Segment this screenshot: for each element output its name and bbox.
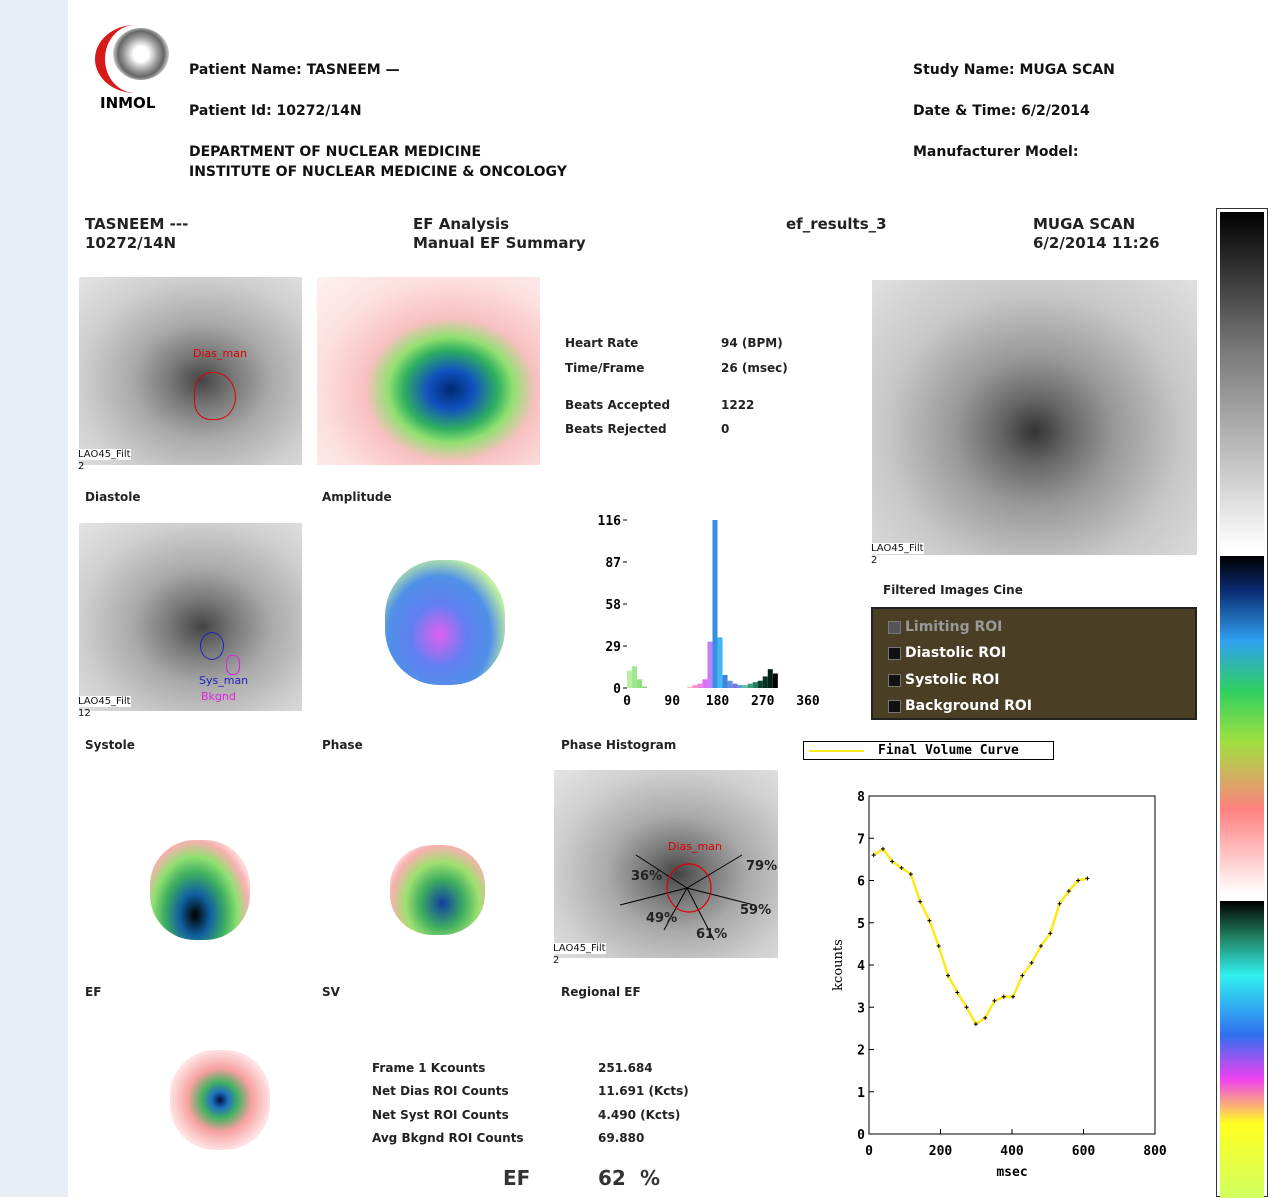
y-axis-label: kcounts	[831, 939, 846, 991]
x-axis-label: msec	[996, 1165, 1027, 1180]
bar	[768, 669, 773, 688]
bar	[697, 684, 702, 688]
y-tick-label: 3	[857, 1001, 865, 1016]
plot-frame	[869, 796, 1155, 1134]
bar	[718, 637, 723, 688]
y-tick-label: 29	[605, 640, 621, 655]
bar	[702, 679, 707, 688]
bar	[707, 642, 712, 688]
bar	[712, 520, 717, 688]
x-tick-label: 0	[623, 694, 631, 709]
y-tick-label: 87	[605, 556, 621, 571]
y-tick-label: 116	[598, 514, 622, 529]
charts: 0 29 58 87 116 0 90 180 270 360 0 1 2 3 4 5 6 7 8 0 200 400 60…	[0, 0, 1272, 1197]
y-tick-label: 6	[857, 875, 865, 890]
x-tick-label: 90	[664, 694, 680, 709]
bar	[763, 676, 768, 688]
y-tick-label: 7	[857, 832, 865, 847]
x-tick-label: 180	[706, 694, 730, 709]
x-tick-label: 800	[1143, 1144, 1167, 1159]
bar	[728, 681, 733, 688]
bar	[632, 666, 637, 688]
bar	[637, 679, 642, 688]
x-tick-label: 400	[1000, 1144, 1024, 1159]
y-tick-label: 0	[857, 1128, 865, 1143]
bar	[748, 684, 753, 688]
page: INMOL Patient Name: TASNEEM — Patient Id…	[0, 0, 1272, 1197]
x-tick-label: 0	[865, 1144, 873, 1159]
bar	[723, 675, 728, 688]
y-tick-label: 0	[613, 682, 621, 697]
bar	[758, 681, 763, 688]
y-tick-label: 58	[605, 598, 621, 613]
bar	[738, 685, 743, 688]
y-tick-label: 1	[857, 1086, 865, 1101]
bar	[627, 671, 632, 688]
y-tick-label: 8	[857, 790, 865, 805]
bar	[642, 687, 647, 688]
y-tick-label: 5	[857, 917, 865, 932]
series-line	[874, 849, 1088, 1024]
bar	[773, 674, 778, 688]
x-tick-label: 200	[929, 1144, 953, 1159]
bar	[687, 687, 692, 688]
bar	[733, 684, 738, 688]
y-tick-label: 2	[857, 1044, 865, 1059]
bar	[753, 682, 758, 688]
bar	[743, 685, 748, 688]
x-tick-label: 600	[1072, 1144, 1096, 1159]
x-tick-label: 360	[796, 694, 820, 709]
bar	[692, 685, 697, 688]
x-tick-label: 270	[751, 694, 775, 709]
y-tick-label: 4	[857, 959, 865, 974]
